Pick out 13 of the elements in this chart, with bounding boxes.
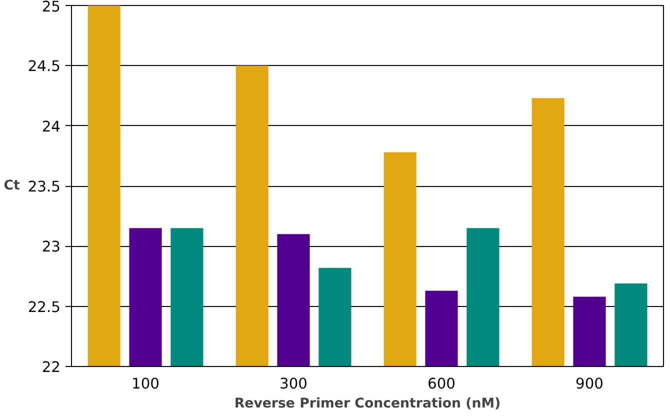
y-tick-label: 24.5 (28, 58, 61, 76)
x-tick-label: 600 (428, 376, 456, 392)
y-tick-label: 24 (42, 118, 61, 136)
x-tick-label: 900 (576, 376, 604, 392)
y-axis-title: Ct (4, 178, 20, 194)
y-tick-label: 22 (42, 359, 61, 376)
y-tick-label: 22.5 (28, 298, 61, 316)
x-tick-label: 100 (132, 376, 160, 392)
x-axis-title: Reverse Primer Concentration (nM) (234, 396, 501, 412)
x-tick-label: 300 (280, 376, 308, 392)
y-tick-label: 23.5 (28, 178, 61, 196)
y-tick-label: 25 (42, 0, 61, 16)
y-tick-label: 23 (42, 238, 61, 256)
